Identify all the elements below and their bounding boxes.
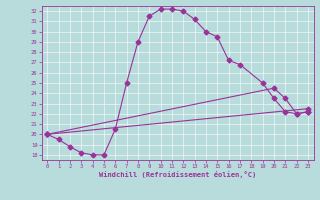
X-axis label: Windchill (Refroidissement éolien,°C): Windchill (Refroidissement éolien,°C) [99,171,256,178]
